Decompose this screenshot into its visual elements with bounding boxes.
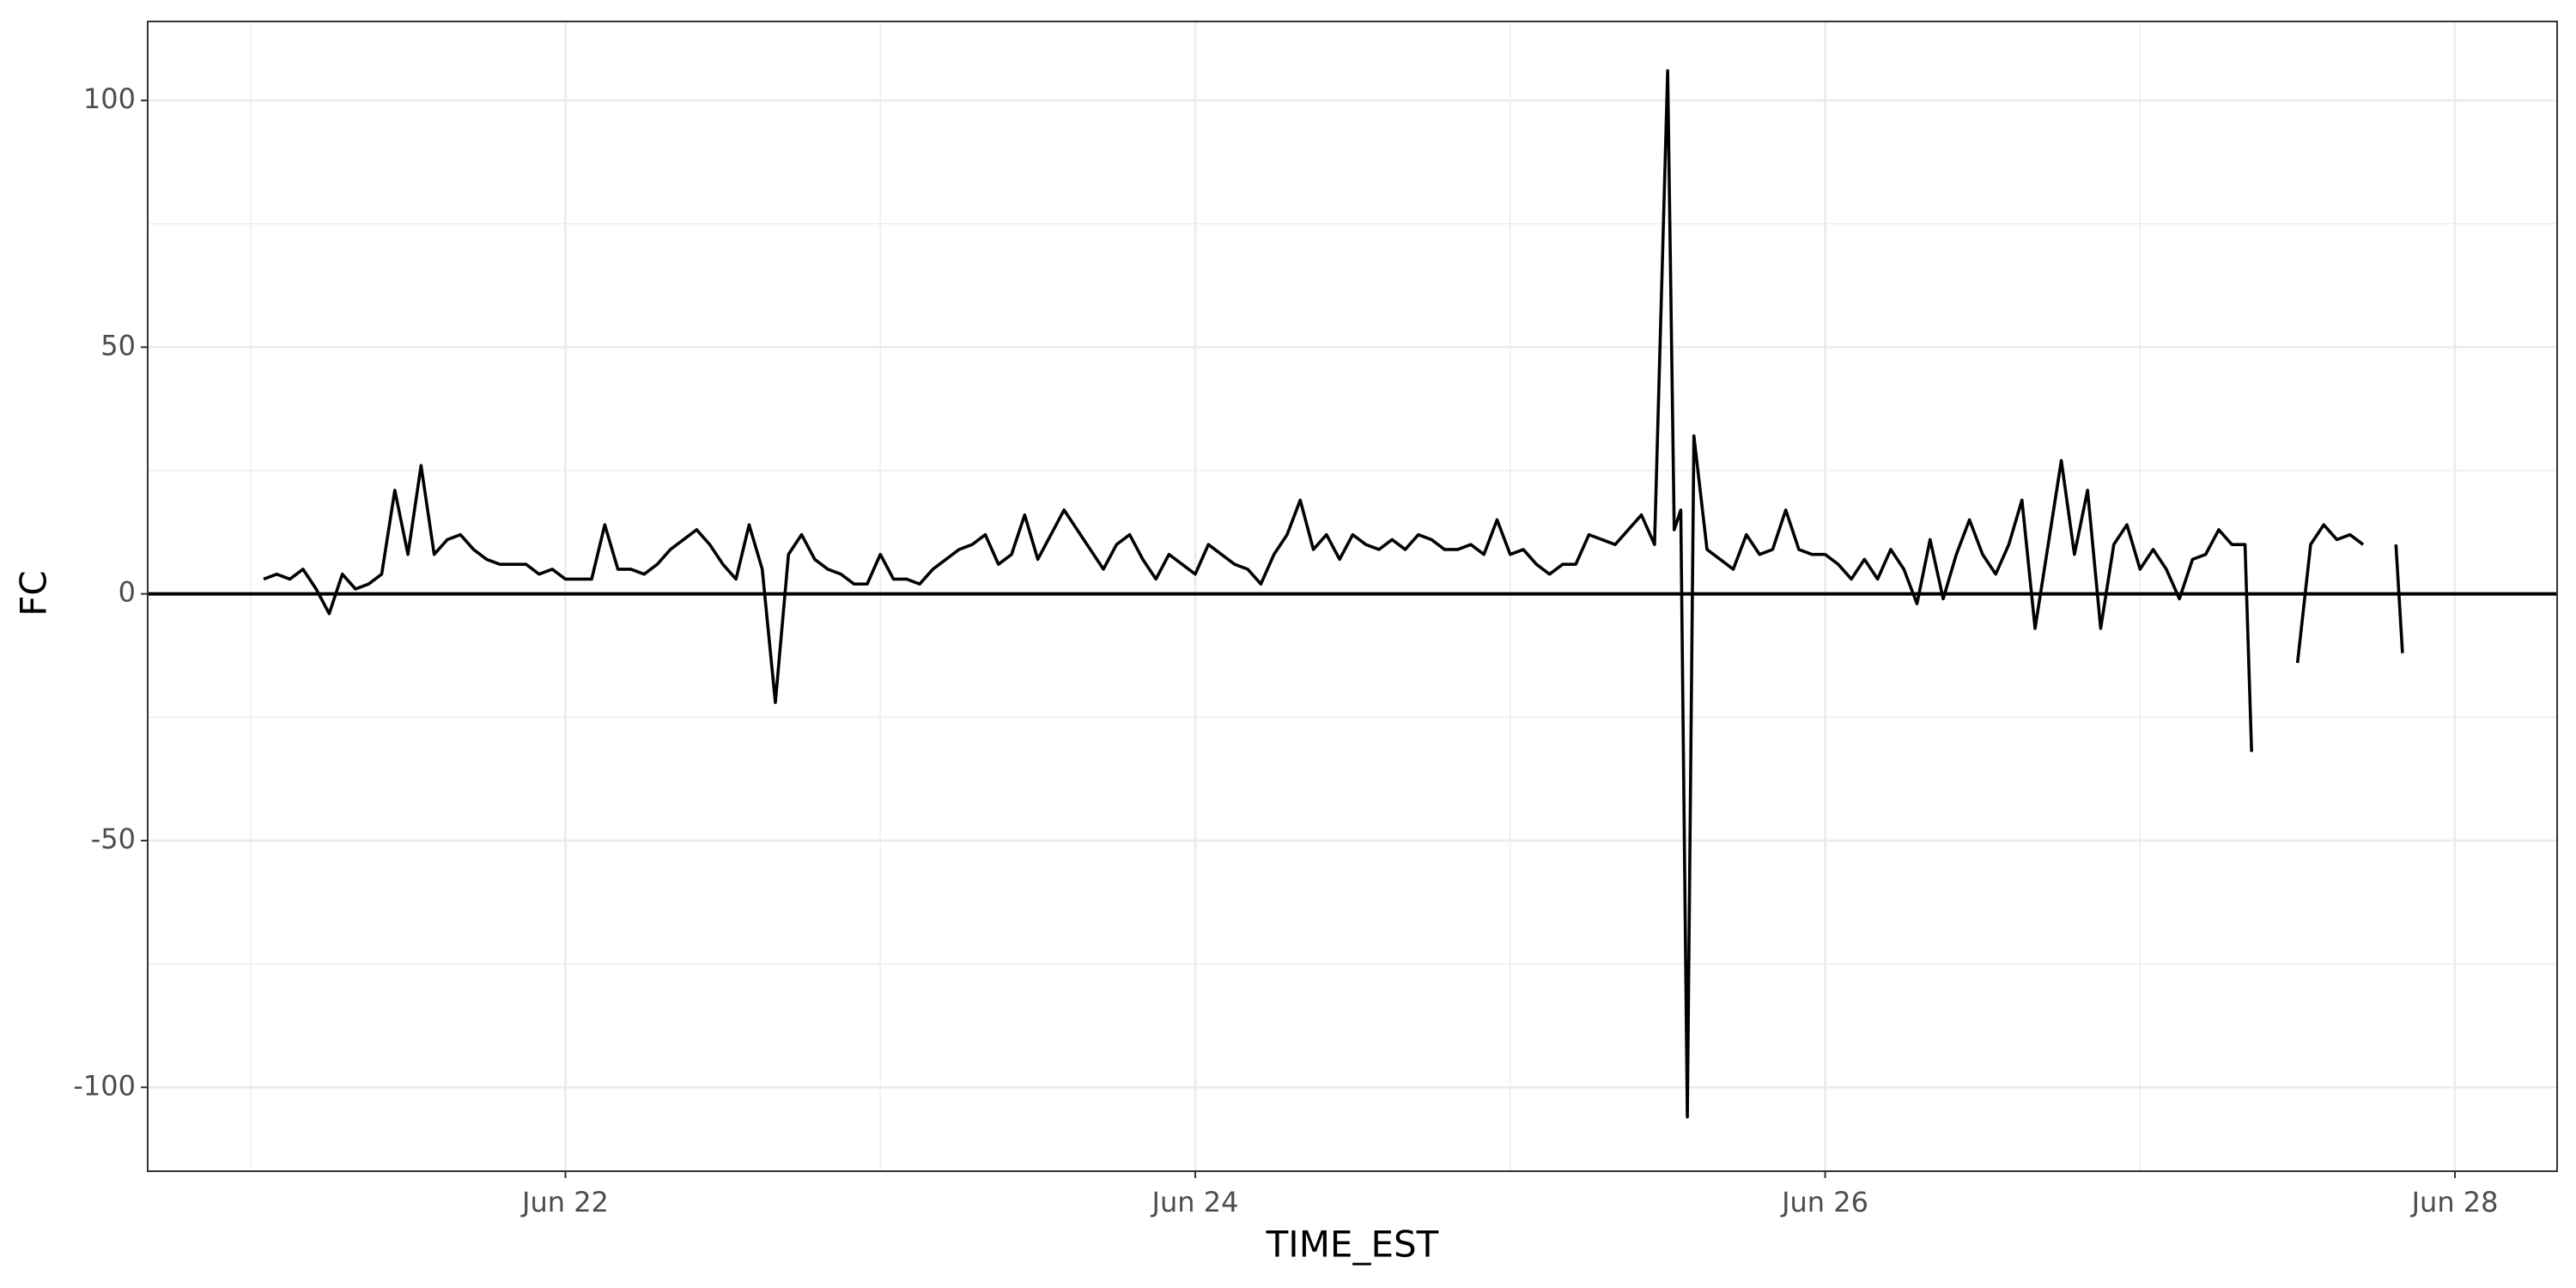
y-tick-label: -50 [91, 823, 136, 855]
x-tick-label: Jun 22 [520, 1186, 609, 1218]
x-tick-label: Jun 24 [1151, 1186, 1239, 1218]
y-tick-label: -100 [73, 1069, 136, 1102]
x-tick-label: Jun 28 [2410, 1186, 2499, 1218]
x-axis-title: TIME_EST [1266, 1224, 1439, 1266]
data-line [263, 69, 2404, 1119]
y-tick-label: 0 [118, 576, 136, 609]
y-axis-title: FC [13, 570, 55, 616]
panel-border [147, 21, 2558, 1172]
y-tick-label: 50 [100, 329, 136, 361]
x-tick-label: Jun 26 [1780, 1186, 1868, 1218]
y-tick-label: 100 [83, 82, 136, 115]
